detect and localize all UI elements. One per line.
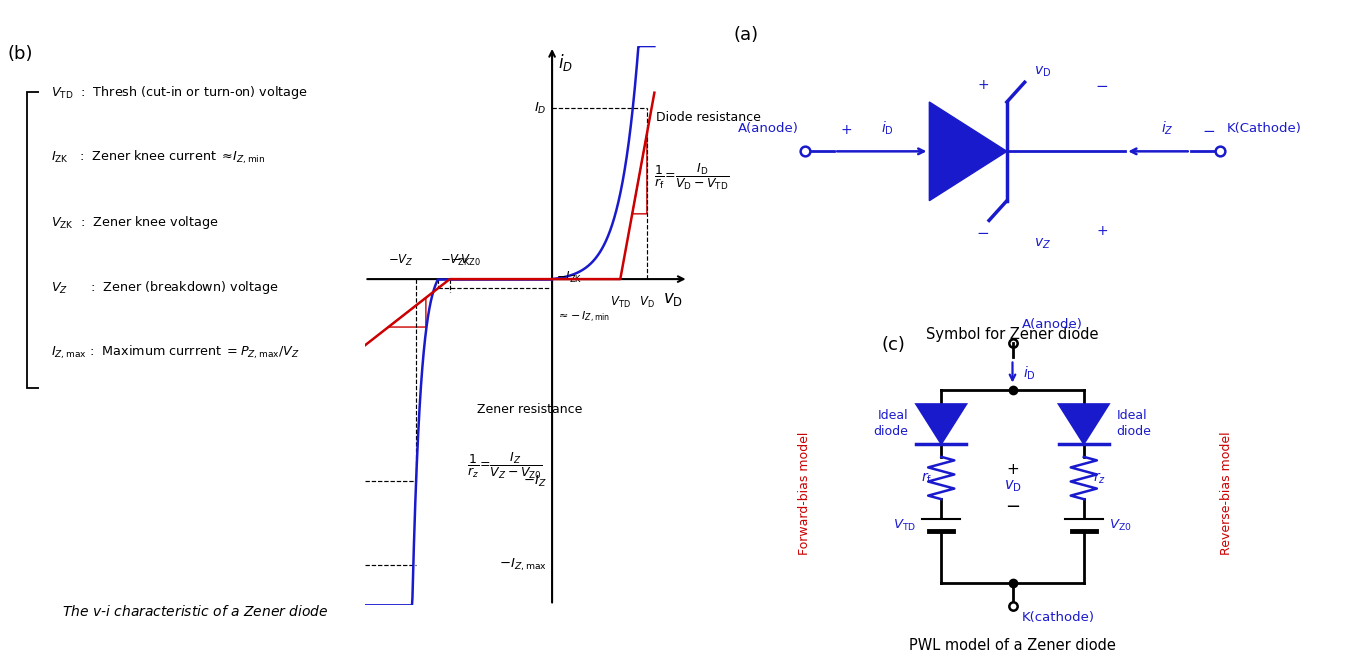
Text: $-I_Z$: $-I_Z$ xyxy=(524,474,547,489)
Text: $v_\mathrm{D}$: $v_\mathrm{D}$ xyxy=(1003,478,1022,494)
Text: Ideal
diode: Ideal diode xyxy=(1116,409,1152,438)
Polygon shape xyxy=(929,102,1007,201)
Text: $v_\mathrm{D}$: $v_\mathrm{D}$ xyxy=(663,290,683,308)
Text: $i_\mathrm{D}$: $i_\mathrm{D}$ xyxy=(882,120,894,137)
Text: $-I_\mathrm{ZK}$: $-I_\mathrm{ZK}$ xyxy=(556,270,583,286)
Text: $I_\mathrm{ZK}$   :  Zener knee current $\approx\! I_{Z,\mathrm{min}}$: $I_\mathrm{ZK}$ : Zener knee current $\a… xyxy=(51,149,266,166)
Text: $v_Z$: $v_Z$ xyxy=(1034,237,1050,251)
Text: The $v$-$i$ characteristic of a Zener diode: The $v$-$i$ characteristic of a Zener di… xyxy=(62,604,329,619)
Text: A(anode): A(anode) xyxy=(1022,318,1083,332)
Text: Ideal
diode: Ideal diode xyxy=(873,409,909,438)
Text: $v_\mathrm{D}$: $v_\mathrm{D}$ xyxy=(1034,64,1050,79)
Text: (c): (c) xyxy=(882,336,906,354)
Text: Reverse-bias model: Reverse-bias model xyxy=(1220,432,1233,555)
Text: $V_\mathrm{TD}$  :  Thresh (cut-in or turn-on) voltage: $V_\mathrm{TD}$ : Thresh (cut-in or turn… xyxy=(51,84,308,101)
Text: PWL model of a Zener diode: PWL model of a Zener diode xyxy=(909,638,1116,653)
Text: K(cathode): K(cathode) xyxy=(1022,611,1095,624)
Text: $I_{Z,\mathrm{max}}$ :  Maximum currrent $= P_{Z,\mathrm{max}}/V_Z$: $I_{Z,\mathrm{max}}$ : Maximum currrent … xyxy=(51,344,300,361)
Text: $-V_\mathrm{Z0}$: $-V_\mathrm{Z0}$ xyxy=(451,253,482,268)
Text: $V_\mathrm{TD}$: $V_\mathrm{TD}$ xyxy=(894,517,917,532)
Text: A(anode): A(anode) xyxy=(738,122,799,135)
Text: Symbol for Zener diode: Symbol for Zener diode xyxy=(926,327,1099,342)
Text: $-V_Z$: $-V_Z$ xyxy=(389,253,414,268)
Text: $i_\mathrm{D}$: $i_\mathrm{D}$ xyxy=(1023,365,1035,382)
Text: $V_Z$      :  Zener (breakdown) voltage: $V_Z$ : Zener (breakdown) voltage xyxy=(51,279,278,296)
Text: $i_D$: $i_D$ xyxy=(558,52,574,73)
Text: $-$: $-$ xyxy=(976,224,990,239)
Text: $+$: $+$ xyxy=(1096,224,1107,238)
Text: $V_\mathrm{TD}$: $V_\mathrm{TD}$ xyxy=(610,295,630,310)
Text: $+$: $+$ xyxy=(977,78,988,92)
Text: $-V_\mathrm{ZK}$: $-V_\mathrm{ZK}$ xyxy=(440,253,471,268)
Text: $r_z$: $r_z$ xyxy=(1092,470,1106,486)
Text: $-I_{Z,\mathrm{max}}$: $-I_{Z,\mathrm{max}}$ xyxy=(500,557,547,573)
Text: $\approx\! -I_{Z,\mathrm{min}}$: $\approx\! -I_{Z,\mathrm{min}}$ xyxy=(556,310,610,325)
Text: (b): (b) xyxy=(8,45,34,63)
Text: $-$: $-$ xyxy=(1004,496,1021,515)
Text: $\dfrac{1}{r_z}\! =\! \dfrac{I_Z}{V_Z-V_\mathrm{Z0}}$: $\dfrac{1}{r_z}\! =\! \dfrac{I_Z}{V_Z-V_… xyxy=(467,451,543,480)
Text: Forward-bias model: Forward-bias model xyxy=(798,432,811,555)
Text: Zener resistance: Zener resistance xyxy=(477,403,582,416)
Text: $V_\mathrm{D}$: $V_\mathrm{D}$ xyxy=(639,295,655,310)
Text: Diode resistance: Diode resistance xyxy=(656,111,761,124)
Text: $V_\mathrm{ZK}$  :  Zener knee voltage: $V_\mathrm{ZK}$ : Zener knee voltage xyxy=(51,214,219,231)
Text: $r_\mathrm{f}$: $r_\mathrm{f}$ xyxy=(921,470,933,486)
Text: $-$: $-$ xyxy=(1095,77,1108,92)
Text: $I_D$: $I_D$ xyxy=(535,101,547,116)
Text: (a): (a) xyxy=(733,26,759,44)
Text: K(Cathode): K(Cathode) xyxy=(1226,122,1301,135)
Polygon shape xyxy=(917,404,967,443)
Text: $\dfrac{1}{r_\mathrm{f}}\! =\! \dfrac{I_\mathrm{D}}{V_\mathrm{D}-V_\mathrm{TD}}$: $\dfrac{1}{r_\mathrm{f}}\! =\! \dfrac{I_… xyxy=(655,161,730,191)
Text: $i_Z$: $i_Z$ xyxy=(1161,120,1173,137)
Text: $-$: $-$ xyxy=(1202,122,1215,137)
Polygon shape xyxy=(1058,404,1108,443)
Text: $V_\mathrm{Z0}$: $V_\mathrm{Z0}$ xyxy=(1108,517,1131,532)
Text: $+$: $+$ xyxy=(1006,463,1019,478)
Text: $+$: $+$ xyxy=(840,123,852,137)
